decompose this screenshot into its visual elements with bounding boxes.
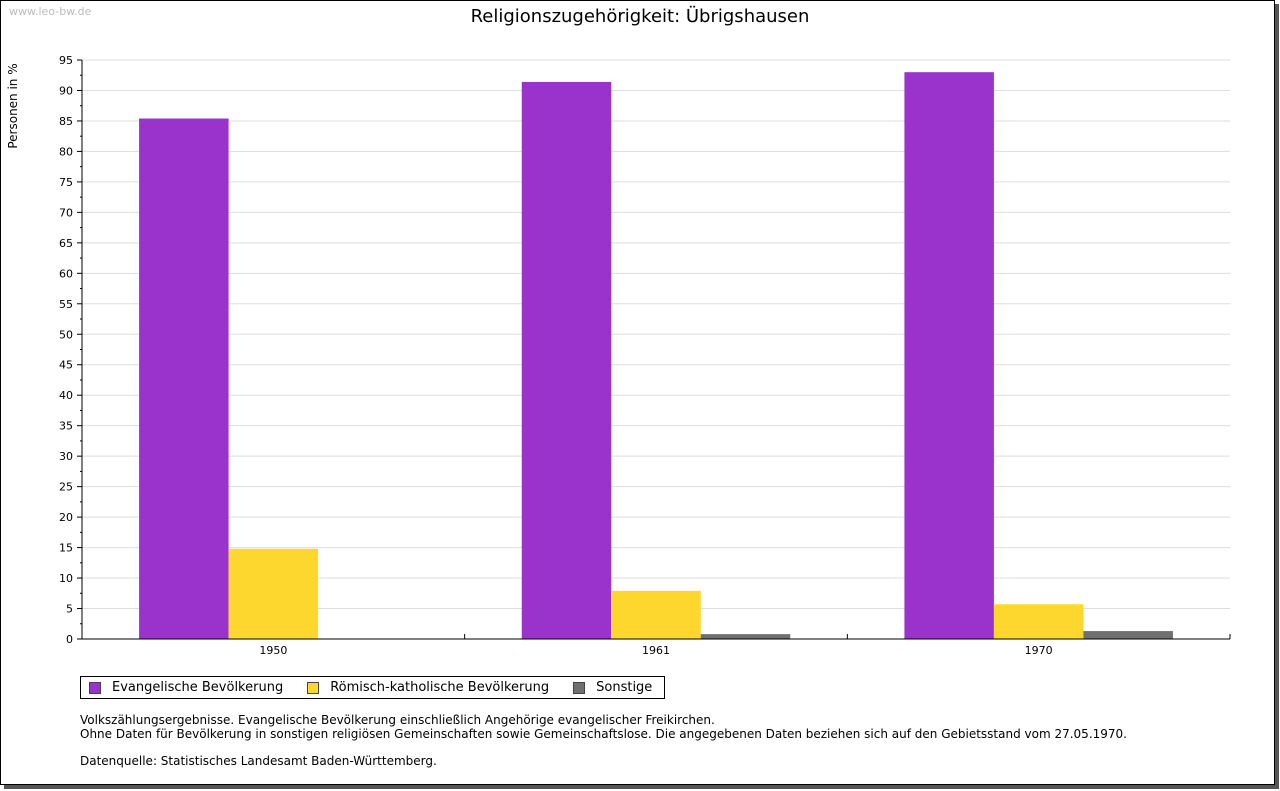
y-tick-label: 45 — [59, 359, 73, 372]
data-source: Datenquelle: Statistisches Landesamt Bad… — [80, 754, 437, 768]
y-tick-label: 90 — [59, 84, 73, 97]
legend-swatch — [307, 681, 320, 694]
y-tick-label: 40 — [59, 389, 73, 402]
y-tick-label: 60 — [59, 267, 73, 280]
y-tick-label: 5 — [66, 603, 73, 616]
legend-swatch — [573, 681, 586, 694]
chart-notes: Volkszählungsergebnisse. Evangelische Be… — [80, 713, 1127, 768]
x-tick-label: 1970 — [1025, 644, 1053, 657]
y-tick-label: 35 — [59, 420, 73, 433]
y-tick-label: 85 — [59, 115, 73, 128]
note-line: Volkszählungsergebnisse. Evangelische Be… — [80, 713, 715, 727]
bar-evangelische-bev-lkerung-1970 — [904, 72, 994, 640]
y-tick-label: 30 — [59, 450, 73, 463]
legend: Evangelische Bevölkerung Römisch-katholi… — [80, 676, 666, 699]
legend-item-sonstige: Sonstige — [573, 680, 652, 695]
y-tick-label: 65 — [59, 237, 73, 250]
bar-r-misch-katholische-bev-lkerung-1970 — [993, 604, 1084, 639]
y-tick-label: 80 — [59, 145, 73, 158]
y-tick-label: 55 — [59, 298, 73, 311]
bar-evangelische-bev-lkerung-1950 — [139, 118, 229, 640]
y-tick-label: 70 — [59, 206, 73, 219]
y-tick-label: 10 — [59, 572, 73, 585]
note-line: Ohne Daten für Bevölkerung in sonstigen … — [80, 727, 1127, 741]
bar-r-misch-katholische-bev-lkerung-1961 — [611, 590, 701, 639]
bar-evangelische-bev-lkerung-1961 — [521, 81, 612, 640]
y-tick-label: 0 — [66, 633, 73, 646]
y-tick-label: 25 — [59, 481, 73, 494]
y-tick-label: 95 — [59, 54, 73, 67]
x-tick-label: 1950 — [259, 644, 287, 657]
legend-label: Evangelische Bevölkerung — [112, 680, 284, 695]
x-tick-label: 1961 — [642, 644, 670, 657]
bar-sonstige-1961 — [700, 634, 791, 639]
legend-item-evangelisch: Evangelische Bevölkerung — [89, 680, 283, 695]
y-tick-label: 75 — [59, 176, 73, 189]
y-tick-label: 50 — [59, 328, 73, 341]
watermark: www.leo-bw.de — [9, 5, 92, 18]
legend-label: Römisch-katholische Bevölkerung — [330, 680, 550, 695]
chart-title: Religionszugehörigkeit: Übrigshausen — [470, 6, 810, 27]
y-tick-label: 20 — [59, 511, 73, 524]
legend-swatch — [89, 681, 101, 694]
bar-r-misch-katholische-bev-lkerung-1950 — [228, 548, 319, 639]
y-tick-label: 15 — [59, 542, 73, 555]
legend-item-katholisch: Römisch-katholische Bevölkerung — [307, 680, 549, 695]
legend-label: Sonstige — [596, 680, 653, 695]
bar-sonstige-1970 — [1083, 631, 1173, 639]
